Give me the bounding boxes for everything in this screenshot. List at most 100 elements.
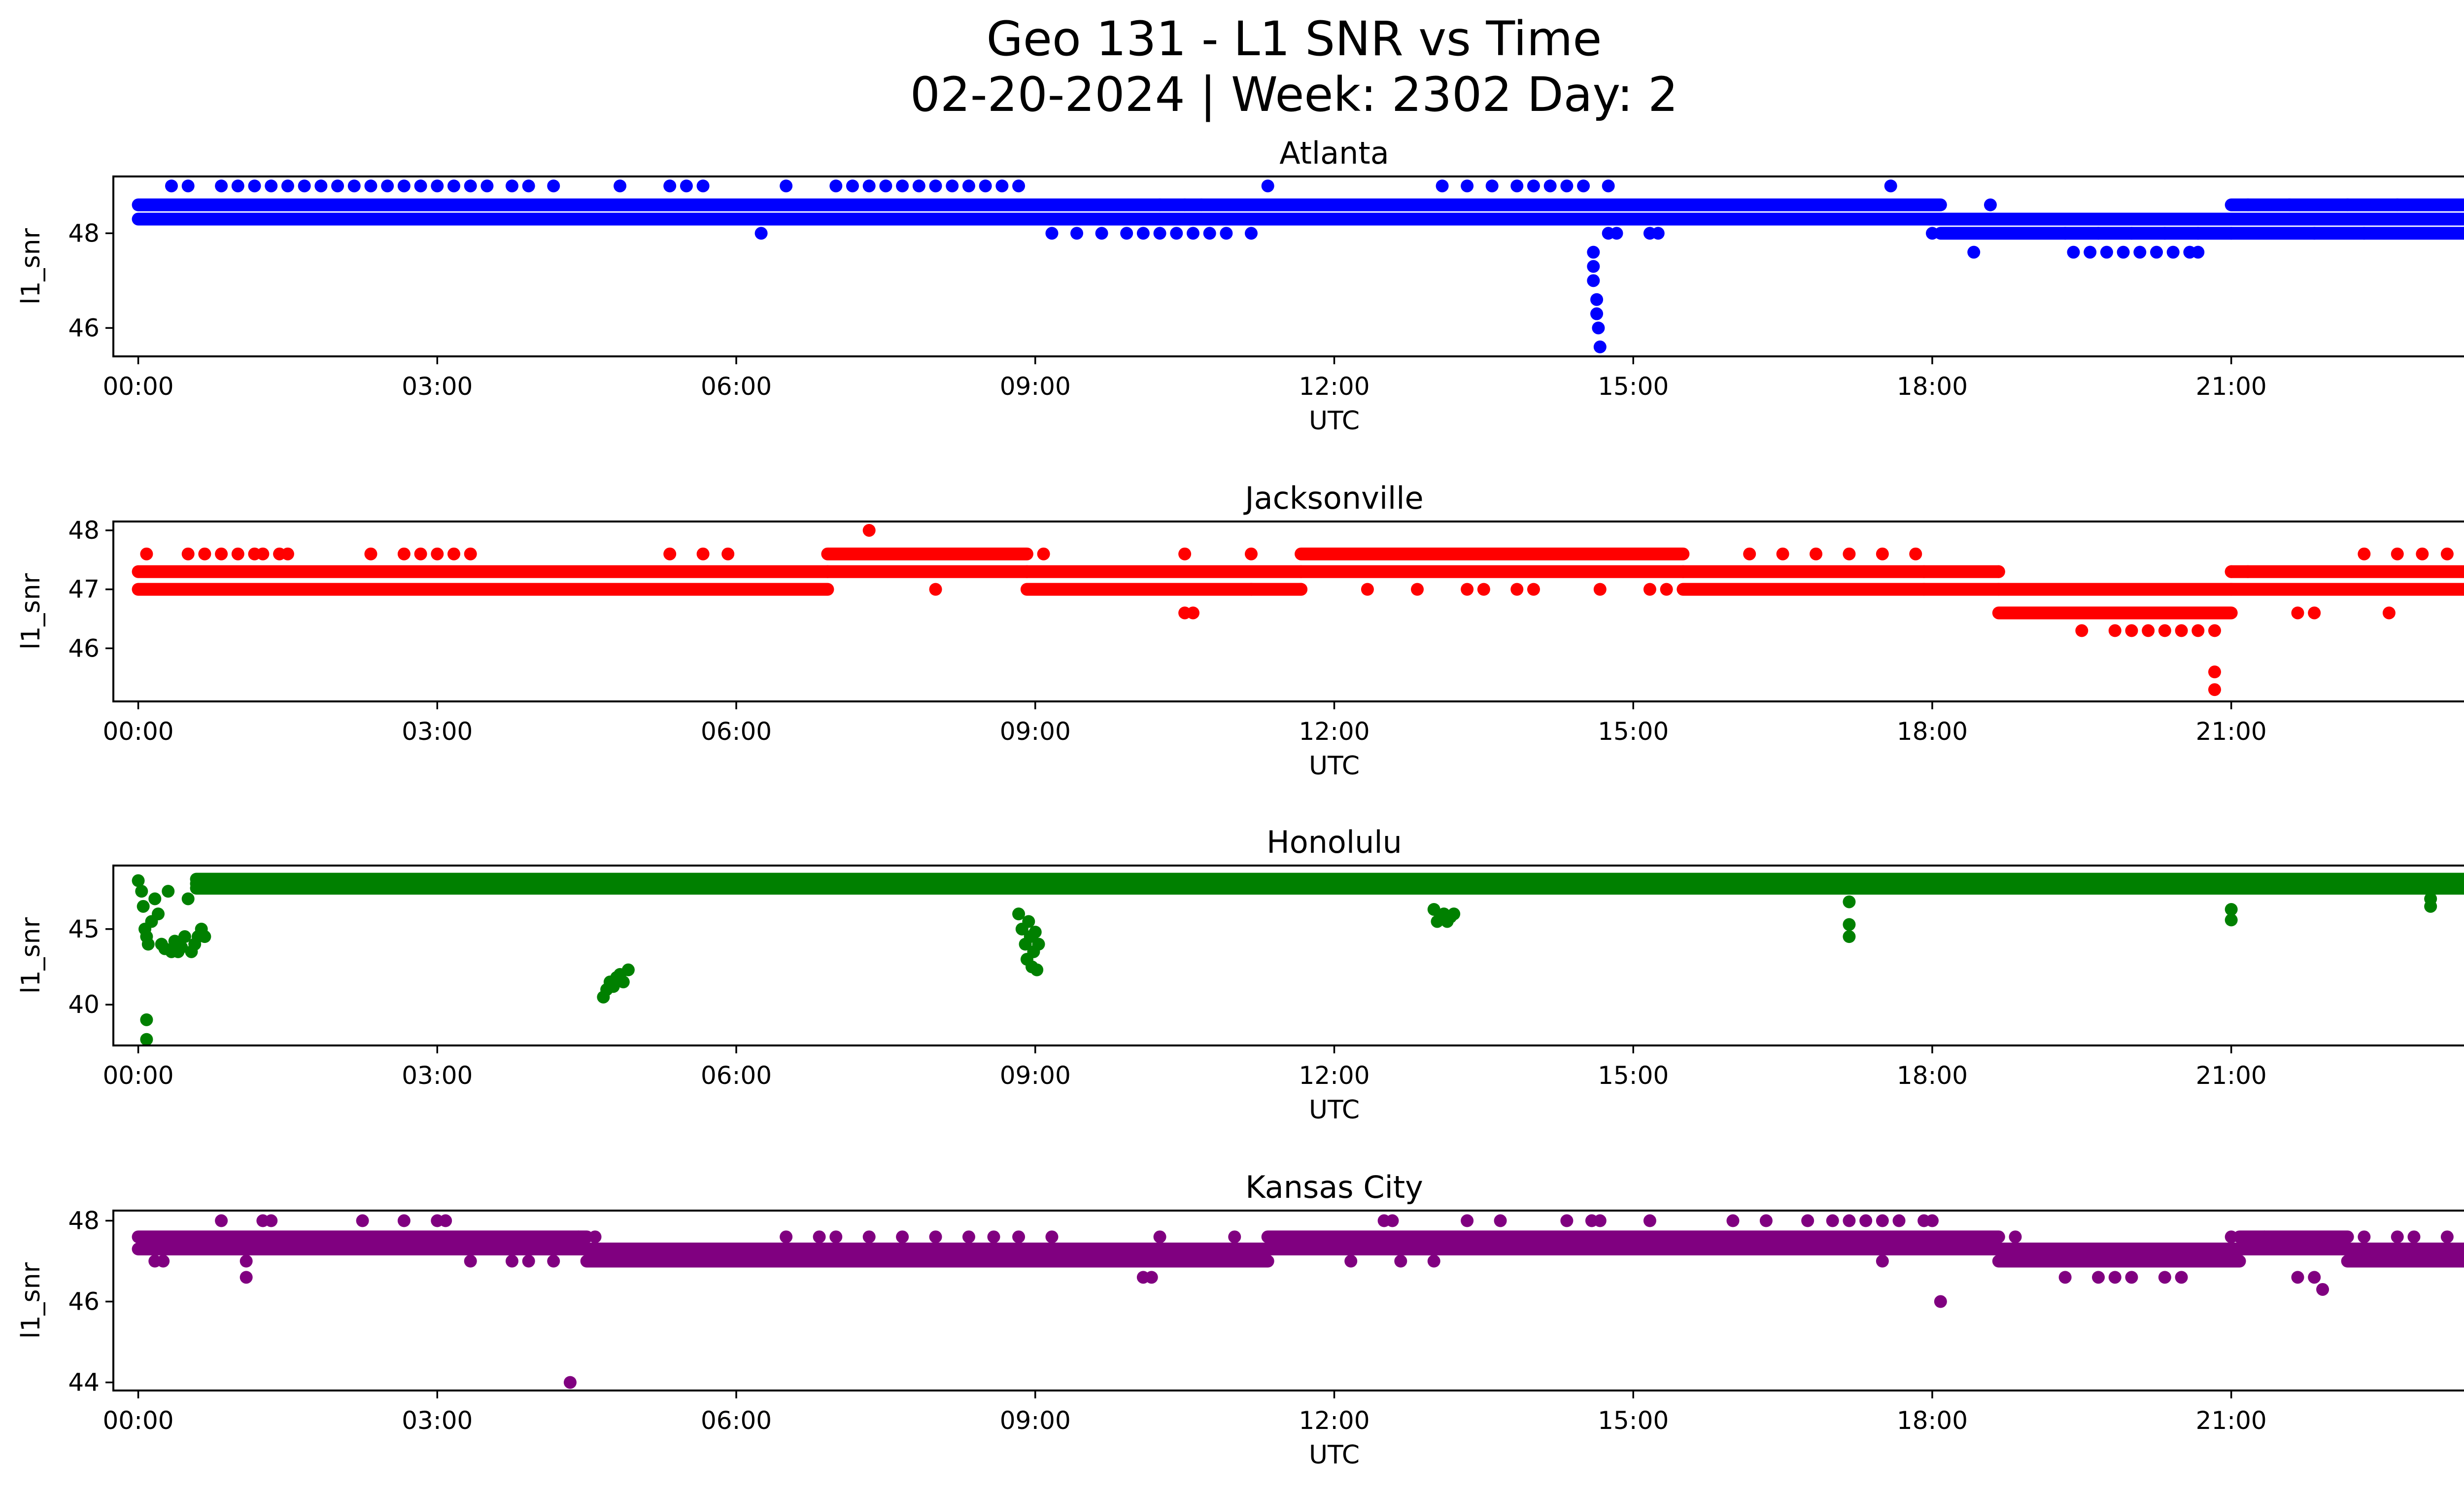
data-point bbox=[397, 212, 411, 226]
data-point bbox=[1892, 1214, 1906, 1227]
data-point bbox=[1909, 547, 1922, 560]
data-point bbox=[431, 179, 444, 193]
data-point bbox=[141, 938, 155, 951]
data-point bbox=[1220, 227, 1233, 240]
data-point bbox=[2108, 1271, 2122, 1284]
data-point bbox=[198, 930, 211, 943]
data-point bbox=[2125, 1271, 2138, 1284]
y-tick-label: 48 bbox=[68, 219, 100, 247]
data-point bbox=[1178, 547, 1192, 560]
x-tick-label: 00:00 bbox=[103, 372, 174, 401]
data-point bbox=[1386, 1214, 1399, 1227]
y-tick-label: 40 bbox=[68, 990, 100, 1019]
data-point bbox=[522, 179, 535, 193]
data-point bbox=[140, 1013, 153, 1026]
x-axis-label: UTC bbox=[1309, 1440, 1360, 1470]
data-point bbox=[2175, 1271, 2188, 1284]
x-tick-label: 12:00 bbox=[1299, 1061, 1369, 1090]
y-tick-label: 45 bbox=[68, 915, 100, 943]
data-point bbox=[431, 212, 444, 226]
data-point bbox=[588, 1230, 602, 1244]
data-point bbox=[1560, 1214, 1574, 1227]
x-tick-label: 06:00 bbox=[701, 1406, 772, 1435]
panel-title: Atlanta bbox=[1279, 135, 1389, 171]
data-points bbox=[132, 179, 2464, 353]
data-point bbox=[2100, 245, 2113, 259]
data-point bbox=[2308, 227, 2321, 240]
x-tick-label: 12:00 bbox=[1299, 717, 1369, 746]
data-point bbox=[414, 547, 427, 560]
x-tick-label: 03:00 bbox=[402, 1406, 473, 1435]
data-point bbox=[2424, 892, 2437, 905]
data-point bbox=[364, 212, 377, 226]
data-point bbox=[2316, 1283, 2329, 1296]
data-point bbox=[165, 179, 178, 193]
x-tick-label: 18:00 bbox=[1897, 372, 1968, 401]
data-point bbox=[140, 1033, 153, 1045]
y-tick-label: 47 bbox=[68, 575, 100, 604]
data-point bbox=[431, 547, 444, 560]
data-point bbox=[178, 930, 191, 943]
x-tick-label: 09:00 bbox=[1000, 372, 1071, 401]
data-point bbox=[2158, 624, 2171, 637]
data-point bbox=[862, 1230, 876, 1244]
panel-title: Honolulu bbox=[1266, 824, 1402, 860]
data-point bbox=[2407, 1230, 2421, 1244]
x-axis-label: UTC bbox=[1309, 1095, 1360, 1125]
data-point bbox=[356, 1214, 369, 1227]
panel-1: Jacksonville 00:00 03:00 06:00 09:00 12:00 15:… bbox=[16, 480, 2464, 781]
data-point bbox=[1012, 907, 1026, 921]
data-point bbox=[754, 227, 768, 240]
data-point bbox=[979, 179, 992, 193]
figure-title-line1: Geo 131 - L1 SNR vs Time bbox=[987, 11, 1602, 67]
data-point bbox=[240, 1271, 253, 1284]
data-point bbox=[447, 179, 461, 193]
data-point bbox=[181, 547, 195, 560]
x-tick-label: 00:00 bbox=[103, 1406, 174, 1435]
data-point bbox=[1925, 1214, 1939, 1227]
x-tick-label: 18:00 bbox=[1897, 1061, 1968, 1090]
x-tick-label: 03:00 bbox=[402, 372, 473, 401]
data-point bbox=[995, 179, 1009, 193]
y-tick-label: 46 bbox=[68, 1287, 100, 1316]
data-point bbox=[1759, 1214, 1773, 1227]
data-point bbox=[1843, 930, 1856, 943]
data-point bbox=[1170, 227, 1183, 240]
data-point bbox=[2175, 624, 2188, 637]
data-point bbox=[1876, 1254, 1889, 1268]
data-point bbox=[1602, 179, 1615, 193]
data-point bbox=[1726, 1214, 1740, 1227]
data-point bbox=[2391, 198, 2404, 211]
data-point bbox=[364, 179, 377, 193]
data-point bbox=[1228, 1230, 1241, 1244]
data-point bbox=[1810, 547, 1823, 560]
data-point bbox=[2224, 913, 2238, 927]
y-axis-label: l1_snr bbox=[16, 917, 46, 994]
data-point bbox=[464, 1254, 477, 1268]
data-point bbox=[2166, 245, 2180, 259]
data-point bbox=[1593, 1214, 1607, 1227]
data-point bbox=[2092, 1271, 2105, 1284]
data-point bbox=[2241, 565, 2255, 578]
data-point bbox=[1295, 583, 1308, 596]
data-point bbox=[962, 179, 975, 193]
data-point bbox=[2208, 683, 2221, 696]
data-point bbox=[1660, 583, 1673, 596]
data-point bbox=[780, 1230, 793, 1244]
data-point bbox=[2358, 547, 2371, 560]
data-point bbox=[1186, 227, 1199, 240]
data-point bbox=[904, 212, 917, 226]
data-point bbox=[505, 1254, 518, 1268]
x-axis-label: UTC bbox=[1309, 751, 1360, 781]
data-point bbox=[987, 1230, 1000, 1244]
data-point bbox=[862, 212, 876, 226]
data-point bbox=[1032, 938, 1045, 951]
data-point bbox=[2133, 245, 2147, 259]
data-point bbox=[1022, 915, 1035, 928]
data-point bbox=[1012, 179, 1026, 193]
data-point bbox=[2291, 1271, 2304, 1284]
data-point bbox=[572, 1230, 585, 1244]
data-point bbox=[1045, 1230, 1059, 1244]
data-point bbox=[140, 547, 153, 560]
